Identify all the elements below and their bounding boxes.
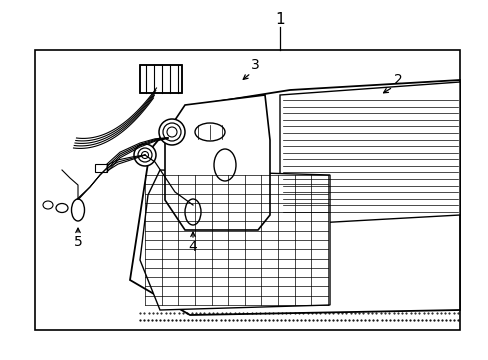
Ellipse shape — [159, 119, 184, 145]
Text: 1: 1 — [275, 13, 284, 27]
Text: 5: 5 — [74, 235, 82, 249]
Text: 4: 4 — [188, 240, 197, 254]
Bar — [140, 65, 182, 93]
Ellipse shape — [43, 201, 53, 209]
Ellipse shape — [167, 127, 177, 137]
Polygon shape — [130, 80, 459, 315]
Polygon shape — [140, 170, 329, 310]
Ellipse shape — [71, 199, 84, 221]
Ellipse shape — [138, 148, 152, 162]
Ellipse shape — [56, 203, 68, 212]
Bar — [35, 50, 459, 330]
Bar — [140, 65, 182, 93]
Ellipse shape — [195, 123, 224, 141]
Ellipse shape — [134, 144, 156, 166]
Ellipse shape — [184, 199, 201, 225]
Polygon shape — [164, 95, 269, 230]
Bar — [95, 164, 107, 172]
Polygon shape — [280, 82, 459, 225]
Ellipse shape — [141, 152, 148, 158]
Ellipse shape — [163, 123, 181, 141]
Text: 2: 2 — [393, 73, 402, 87]
Text: 3: 3 — [250, 58, 259, 72]
Ellipse shape — [214, 149, 236, 181]
